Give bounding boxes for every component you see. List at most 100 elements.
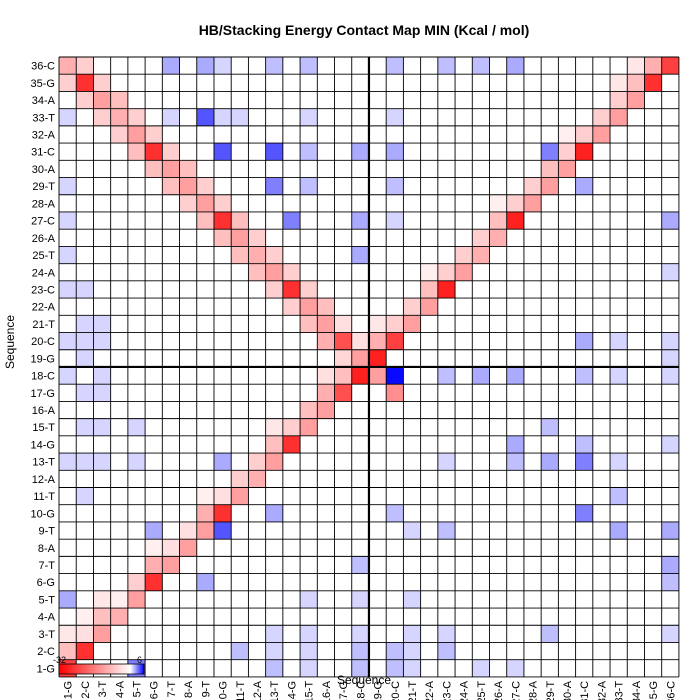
y-tick-label: 4-A bbox=[38, 612, 56, 624]
heatmap-cell bbox=[661, 57, 679, 75]
heatmap-cell bbox=[541, 143, 559, 161]
heatmap-cell bbox=[59, 57, 77, 75]
heatmap-cell bbox=[541, 160, 559, 178]
heatmap-cell bbox=[76, 74, 94, 92]
heatmap-cell bbox=[265, 246, 283, 264]
heatmap-cell bbox=[506, 211, 524, 230]
heatmap-cell bbox=[386, 366, 404, 385]
x-tick-label: 3-T bbox=[97, 681, 109, 698]
heatmap-cell bbox=[282, 211, 301, 230]
heatmap-cell bbox=[59, 177, 77, 195]
y-tick-label: 2-C bbox=[37, 646, 55, 658]
y-tick-label: 15-T bbox=[32, 422, 55, 434]
center-lines bbox=[59, 57, 679, 677]
heatmap-cell bbox=[76, 453, 94, 471]
heatmap-cell bbox=[162, 108, 180, 126]
y-tick-label: 28-A bbox=[32, 198, 56, 210]
heatmap-cell bbox=[386, 108, 404, 126]
heatmap-cell bbox=[179, 160, 197, 178]
heatmap-cell bbox=[558, 143, 576, 161]
heatmap-cell bbox=[317, 366, 335, 385]
heatmap-cell bbox=[265, 418, 283, 436]
x-tick-label: 12-A bbox=[252, 680, 264, 700]
heatmap-cell bbox=[317, 401, 335, 419]
heatmap-cell bbox=[196, 194, 214, 212]
heatmap-cell bbox=[248, 246, 266, 264]
heatmap-cell bbox=[76, 280, 94, 299]
x-tick-label: 4-A bbox=[114, 680, 126, 698]
heatmap-cell bbox=[575, 366, 593, 385]
heatmap-cell bbox=[196, 521, 214, 540]
heatmap-cell bbox=[351, 332, 369, 350]
heatmap-cell bbox=[661, 211, 679, 230]
heatmap-cell bbox=[334, 315, 352, 333]
y-tick-label: 13-T bbox=[32, 457, 55, 469]
heatmap-cell bbox=[610, 366, 628, 385]
heatmap-cell bbox=[627, 57, 645, 75]
heatmap-cell bbox=[59, 590, 77, 609]
heatmap-cell bbox=[575, 453, 593, 471]
y-tick-label: 5-T bbox=[39, 594, 56, 606]
heatmap-cell bbox=[145, 521, 163, 540]
x-tick-label: 14-G bbox=[286, 681, 298, 700]
heatmap-cell bbox=[386, 57, 404, 75]
heatmap-cell bbox=[282, 435, 301, 454]
heatmap-cell bbox=[403, 659, 421, 677]
heatmap-cell bbox=[403, 298, 421, 316]
heatmap-cell bbox=[162, 177, 180, 195]
heatmap-cell bbox=[472, 229, 490, 247]
x-tick-label: 34-A bbox=[631, 680, 643, 700]
heatmap-cell bbox=[145, 556, 163, 574]
heatmap-cell bbox=[213, 229, 232, 247]
heatmap-cell bbox=[213, 108, 232, 126]
heatmap-cell bbox=[523, 177, 542, 195]
heatmap-cell bbox=[282, 280, 301, 299]
heatmap-cell bbox=[610, 332, 628, 350]
heatmap-cell bbox=[334, 366, 352, 385]
y-tick-label: 14-G bbox=[31, 439, 55, 451]
heatmap-cell bbox=[317, 384, 335, 402]
heatmap-cell bbox=[145, 573, 163, 591]
heatmap-cell bbox=[437, 57, 456, 75]
heatmap-cell bbox=[127, 418, 146, 436]
heatmap-cell bbox=[76, 642, 94, 660]
heatmap-cell bbox=[59, 332, 77, 350]
x-tick-label: 8-A bbox=[183, 680, 195, 698]
heatmap-cell bbox=[351, 659, 369, 677]
heatmap-cell bbox=[265, 625, 283, 643]
heatmap-cell bbox=[403, 625, 421, 643]
heatmap-cell bbox=[403, 521, 421, 540]
y-tick-label: 25-T bbox=[32, 250, 55, 262]
heatmap-cell bbox=[506, 435, 524, 454]
heatmap-cell bbox=[145, 539, 163, 557]
heatmap-cell bbox=[76, 625, 94, 643]
heatmap-cell bbox=[506, 659, 524, 677]
heatmap-cell bbox=[76, 487, 94, 505]
heatmap-cell bbox=[420, 263, 438, 281]
heatmap-cell bbox=[162, 57, 180, 75]
heatmap-cell bbox=[386, 315, 404, 333]
heatmap-cell bbox=[93, 366, 111, 385]
heatmap-cell bbox=[265, 435, 283, 454]
x-tick-label: 36-C bbox=[665, 681, 677, 700]
heatmap-cell bbox=[558, 160, 576, 178]
heatmap-cell bbox=[93, 332, 111, 350]
x-tick-label: 16-A bbox=[321, 680, 333, 700]
heatmap-cell bbox=[145, 143, 163, 161]
heatmap-cell bbox=[110, 590, 128, 609]
heatmap-cell bbox=[162, 160, 180, 178]
x-tick-label: 21-T bbox=[407, 681, 419, 700]
heatmap-cell bbox=[59, 246, 77, 264]
x-tick-label: 27-C bbox=[510, 681, 522, 700]
heatmap-cell bbox=[127, 143, 146, 161]
heatmap-cell bbox=[231, 229, 249, 247]
x-tick-label: 24-A bbox=[459, 680, 471, 700]
x-tick-label: 19-G bbox=[373, 681, 385, 700]
heatmap-cell bbox=[489, 194, 507, 212]
heatmap-cell bbox=[93, 453, 111, 471]
heatmap-cell bbox=[265, 177, 283, 195]
heatmap-cell bbox=[300, 625, 318, 643]
heatmap-cell bbox=[127, 573, 146, 591]
heatmap-cell bbox=[472, 659, 490, 677]
